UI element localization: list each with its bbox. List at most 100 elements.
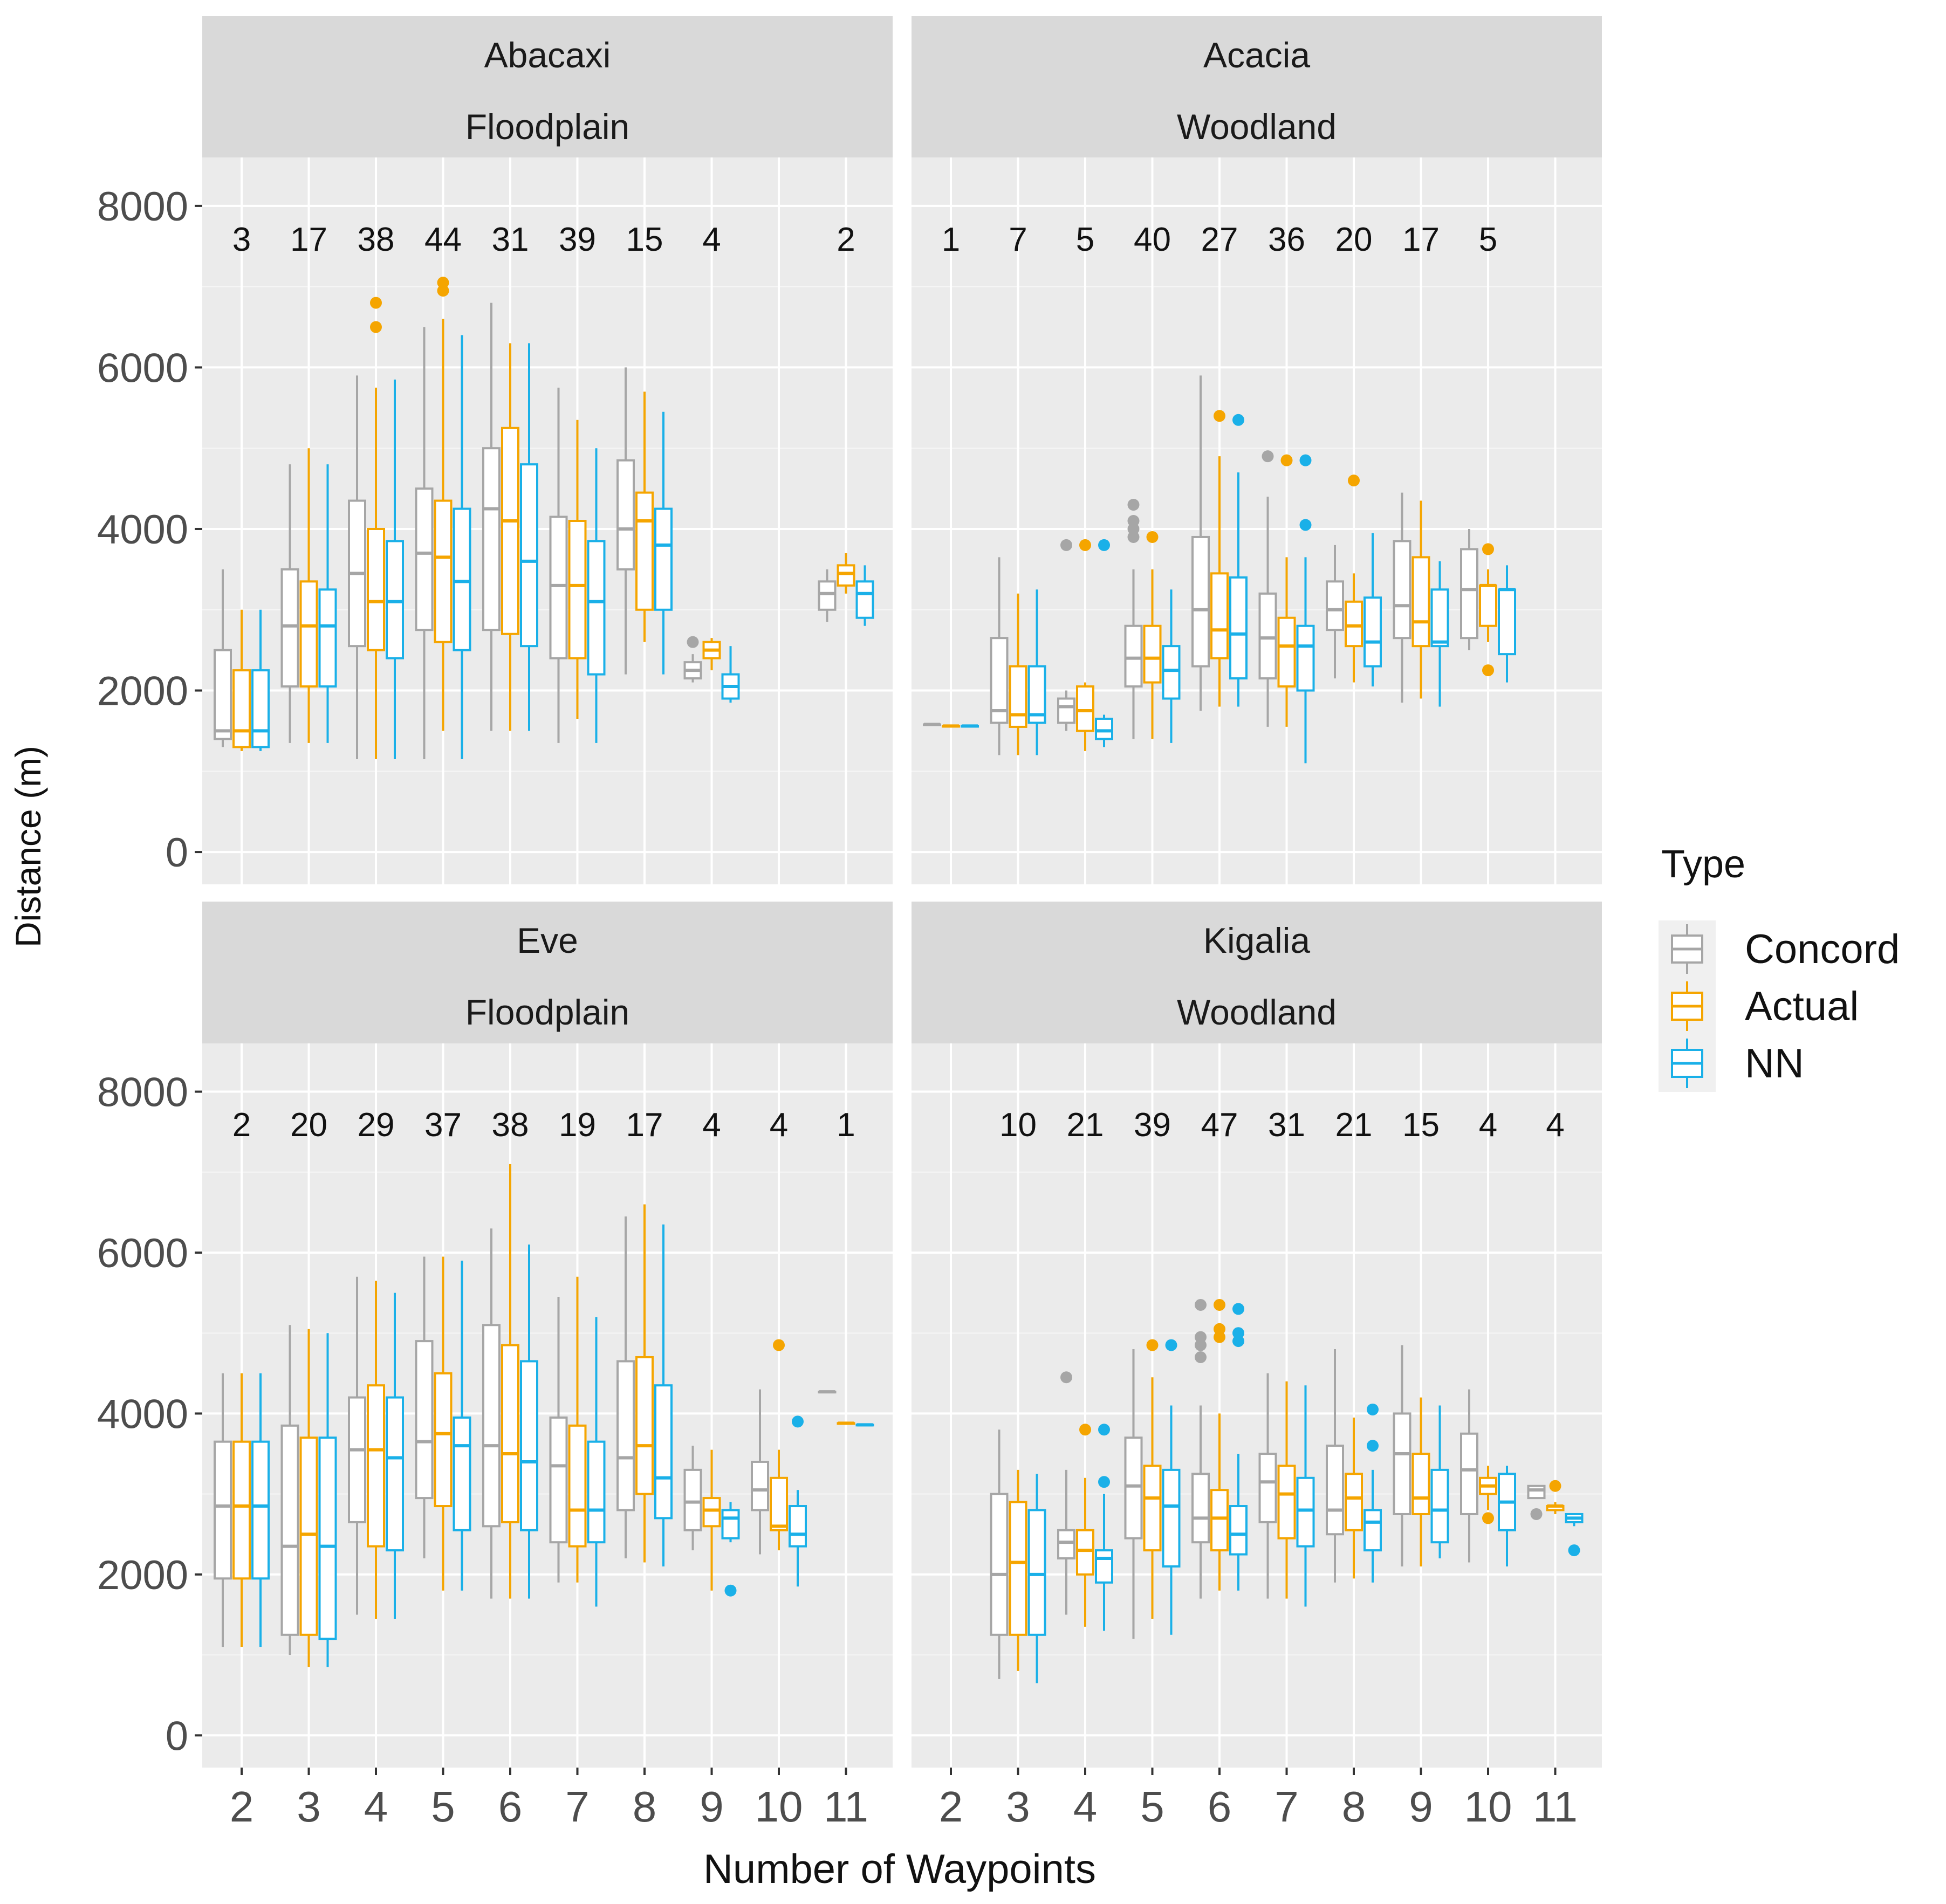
box-actual	[770, 1339, 788, 1551]
box-concord	[1191, 375, 1210, 711]
facet-title-line1: Abacaxi	[484, 35, 611, 75]
x-tick-label: 7	[1275, 1783, 1299, 1831]
outlier-point	[1232, 1303, 1244, 1315]
box-body	[434, 499, 453, 643]
box-concord	[1393, 492, 1411, 703]
outlier-point	[687, 636, 699, 648]
box-nn	[654, 1224, 673, 1566]
outlier-point	[1214, 1323, 1225, 1335]
box-body	[587, 1440, 606, 1544]
box-body	[1277, 1465, 1296, 1539]
box-concord	[482, 1228, 501, 1599]
box-body	[386, 540, 404, 659]
box-body	[232, 1440, 251, 1580]
box-actual	[568, 420, 587, 719]
count-label: 47	[1201, 1106, 1238, 1144]
facet-strip	[912, 902, 1602, 1043]
box-actual	[1009, 593, 1027, 755]
box-nn	[1363, 1403, 1382, 1583]
box-actual	[1009, 1469, 1027, 1671]
outlier-point	[1060, 539, 1072, 551]
outlier-point	[1146, 531, 1159, 543]
outlier-point	[1299, 519, 1312, 531]
box-body	[702, 1497, 721, 1528]
outlier-point	[1127, 499, 1140, 511]
box-actual	[434, 1256, 453, 1591]
outlier-point	[1367, 1440, 1379, 1452]
box-concord	[923, 723, 941, 726]
count-label: 37	[424, 1106, 462, 1144]
box-body	[453, 507, 471, 651]
outlier-point	[1280, 454, 1293, 466]
box-concord	[990, 1429, 1009, 1679]
count-label: 17	[290, 221, 327, 258]
box-concord	[1393, 1345, 1411, 1566]
count-label: 1	[942, 221, 960, 258]
box-body	[616, 459, 635, 570]
x-tick-label: 9	[1409, 1783, 1433, 1831]
count-label: 44	[424, 221, 462, 258]
facet-title-line1: Kigalia	[1203, 920, 1310, 960]
count-label: 38	[358, 221, 395, 258]
outlier-point	[1299, 454, 1312, 466]
box-nn	[520, 343, 538, 731]
box-actual	[299, 448, 318, 743]
facet-title-line2: Woodland	[1177, 992, 1337, 1032]
box-actual	[1210, 410, 1229, 707]
y-tick-label: 2000	[97, 1552, 188, 1598]
box-nn	[1162, 589, 1181, 743]
y-tick-label: 4000	[97, 1391, 188, 1437]
box-nn	[318, 464, 337, 743]
box-body	[1229, 1505, 1248, 1556]
outlier-point	[1482, 664, 1494, 677]
count-label: 4	[702, 1106, 721, 1144]
box-concord	[616, 1216, 635, 1559]
x-tick-label: 10	[755, 1783, 803, 1831]
box-concord	[1191, 1298, 1210, 1599]
box-nn	[721, 646, 740, 703]
facet-panel: Kigalia Woodland 10 21 39 47 31 21 15 4 4	[912, 902, 1602, 1768]
legend-title: Type	[1661, 843, 1745, 886]
outlier-point	[1165, 1339, 1177, 1351]
count-label: 29	[358, 1106, 395, 1144]
count-label: 21	[1067, 1106, 1104, 1144]
box-concord	[818, 569, 837, 622]
count-label: 36	[1268, 221, 1305, 258]
box-body	[1479, 584, 1497, 627]
box-concord	[415, 327, 434, 759]
count-label: 7	[1009, 221, 1027, 258]
facet-strip	[202, 902, 893, 1043]
box-actual	[702, 1449, 721, 1591]
box-body	[1143, 624, 1162, 684]
outlier-point	[1262, 450, 1274, 463]
box-body	[1124, 624, 1143, 688]
box-actual	[568, 1276, 587, 1583]
count-label: 39	[1134, 1106, 1171, 1144]
box-concord	[616, 367, 635, 675]
box-body	[415, 487, 434, 631]
box-concord	[751, 1389, 769, 1555]
x-tick-label: 2	[939, 1783, 963, 1831]
box-body	[1009, 665, 1027, 728]
box-actual	[232, 609, 251, 751]
count-label: 15	[626, 221, 663, 258]
box-nn	[1565, 1513, 1584, 1557]
box-concord	[1258, 450, 1277, 727]
y-axes: 0 2000 4000 6000 8000 0 2000 4000 6000 8000	[97, 184, 202, 1759]
box-body	[1393, 540, 1411, 640]
box-body	[635, 491, 654, 611]
box-body	[520, 463, 538, 648]
box-body	[1460, 548, 1478, 640]
box-body	[654, 1384, 673, 1520]
y-tick-label: 6000	[97, 345, 188, 391]
box-body	[1430, 588, 1449, 648]
facet-panel: Abacaxi Floodplain 3 17 38 44 31 39 15 4 2	[202, 16, 893, 884]
facet-strip	[912, 16, 1602, 157]
box-actual	[434, 277, 453, 731]
count-label: 1	[837, 1106, 855, 1144]
count-label: 20	[290, 1106, 327, 1144]
box-body	[1027, 1509, 1046, 1636]
box-concord	[280, 1325, 299, 1655]
